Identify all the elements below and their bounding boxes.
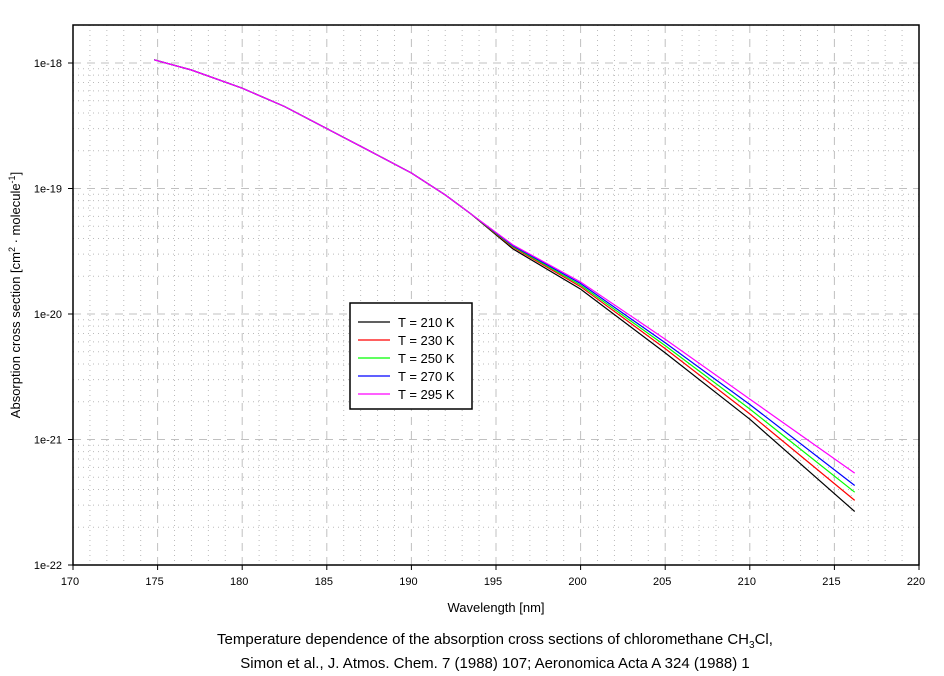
x-tick-label: 175 — [145, 576, 163, 588]
x-tick-label: 180 — [230, 576, 248, 588]
legend: T = 210 K T = 230 K T = 250 K T = 270 K T = … — [349, 302, 473, 410]
y-tick-label: 1e-19 — [34, 184, 62, 196]
axis-ticks: 170 175 180 185 190 195 200 205 210 215 220 1e-18 1e… — [34, 58, 925, 588]
y-tick-label: 1e-20 — [34, 309, 62, 321]
series-lines — [154, 59, 856, 512]
y-tick-label: 1e-22 — [34, 560, 62, 572]
x-tick-label: 205 — [653, 576, 671, 588]
x-tick-label: 185 — [315, 576, 333, 588]
x-tick-label: 215 — [822, 576, 840, 588]
caption-line-2: Simon et al., J. Atmos. Chem. 7 (1988) 1… — [240, 655, 750, 672]
y-tick-label: 1e-18 — [34, 58, 62, 70]
x-tick-label: 200 — [568, 576, 586, 588]
x-tick-label: 170 — [61, 576, 79, 588]
x-tick-label: 195 — [484, 576, 502, 588]
legend-label: T = 230 K — [398, 333, 455, 348]
legend-label: T = 210 K — [398, 315, 455, 330]
series-line-295k — [154, 59, 856, 474]
legend-label: T = 270 K — [398, 369, 455, 384]
legend-label: T = 250 K — [398, 351, 455, 366]
caption-line-1: Temperature dependence of the absorption… — [217, 631, 773, 651]
x-tick-label: 190 — [399, 576, 417, 588]
grid — [73, 24, 919, 565]
y-axis-label: Absorption cross section [cm2 · molecule… — [7, 172, 23, 418]
x-tick-label: 220 — [907, 576, 925, 588]
x-axis-label: Wavelength [nm] — [447, 600, 544, 615]
x-tick-label: 210 — [738, 576, 756, 588]
y-tick-label: 1e-21 — [34, 435, 62, 447]
legend-box — [349, 302, 473, 410]
legend-label: T = 295 K — [398, 387, 455, 402]
